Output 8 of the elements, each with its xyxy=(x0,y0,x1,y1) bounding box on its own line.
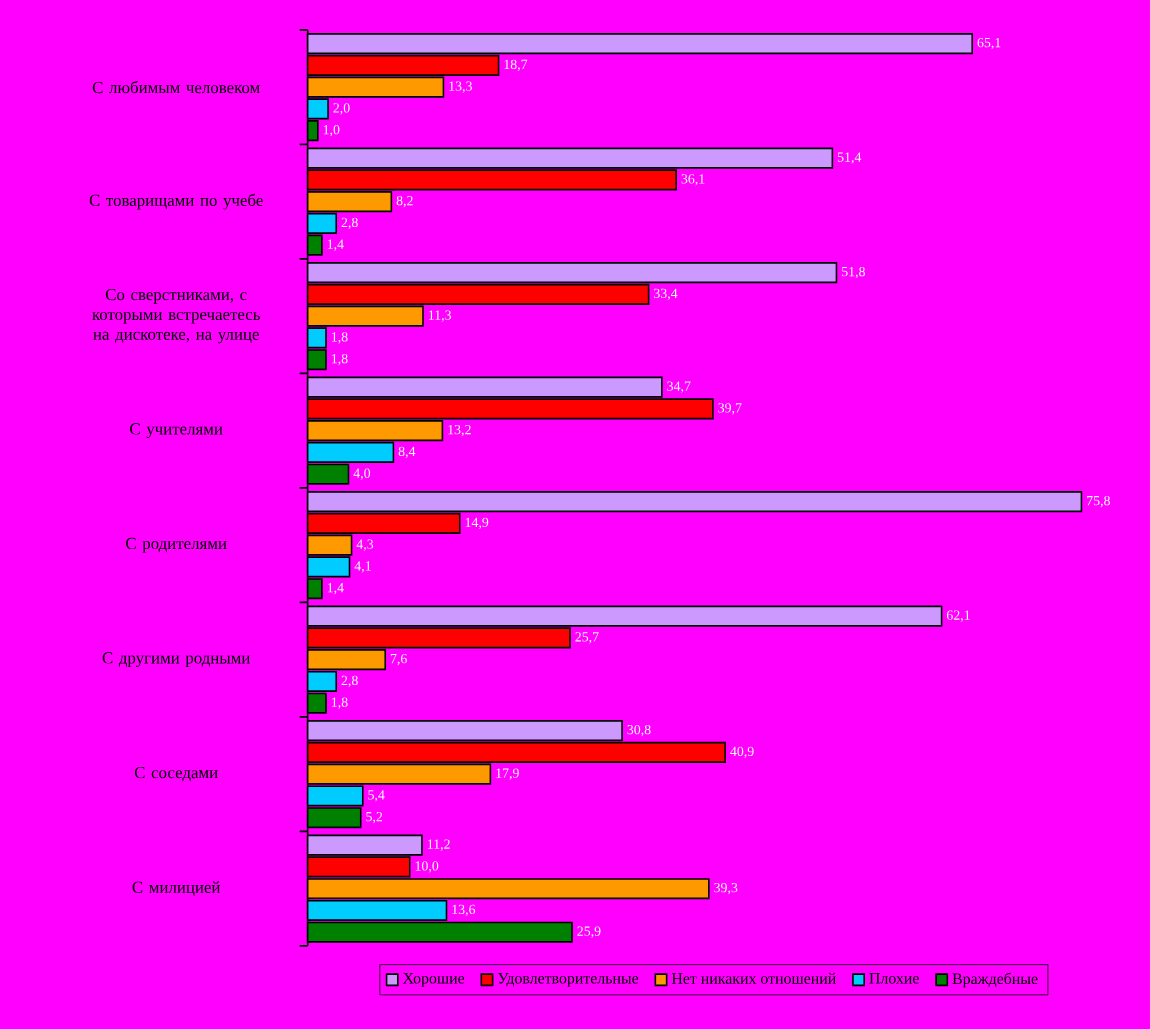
y-tick-label: С товарищами по учебе xyxy=(89,194,263,210)
y-tick-label: С учителями xyxy=(130,423,223,439)
y-tick-label: С родителями xyxy=(126,537,227,553)
y-tick-label: С милицией xyxy=(132,881,221,897)
y-tick-label: С другими родными xyxy=(102,652,250,668)
y-tick-label: С любимым человеком xyxy=(92,81,260,94)
y-tick-label: Со сверстниками, с которыми встречаетесь на дискотеке, на улице xyxy=(92,289,260,344)
y-tick-label: С соседами xyxy=(134,767,218,782)
